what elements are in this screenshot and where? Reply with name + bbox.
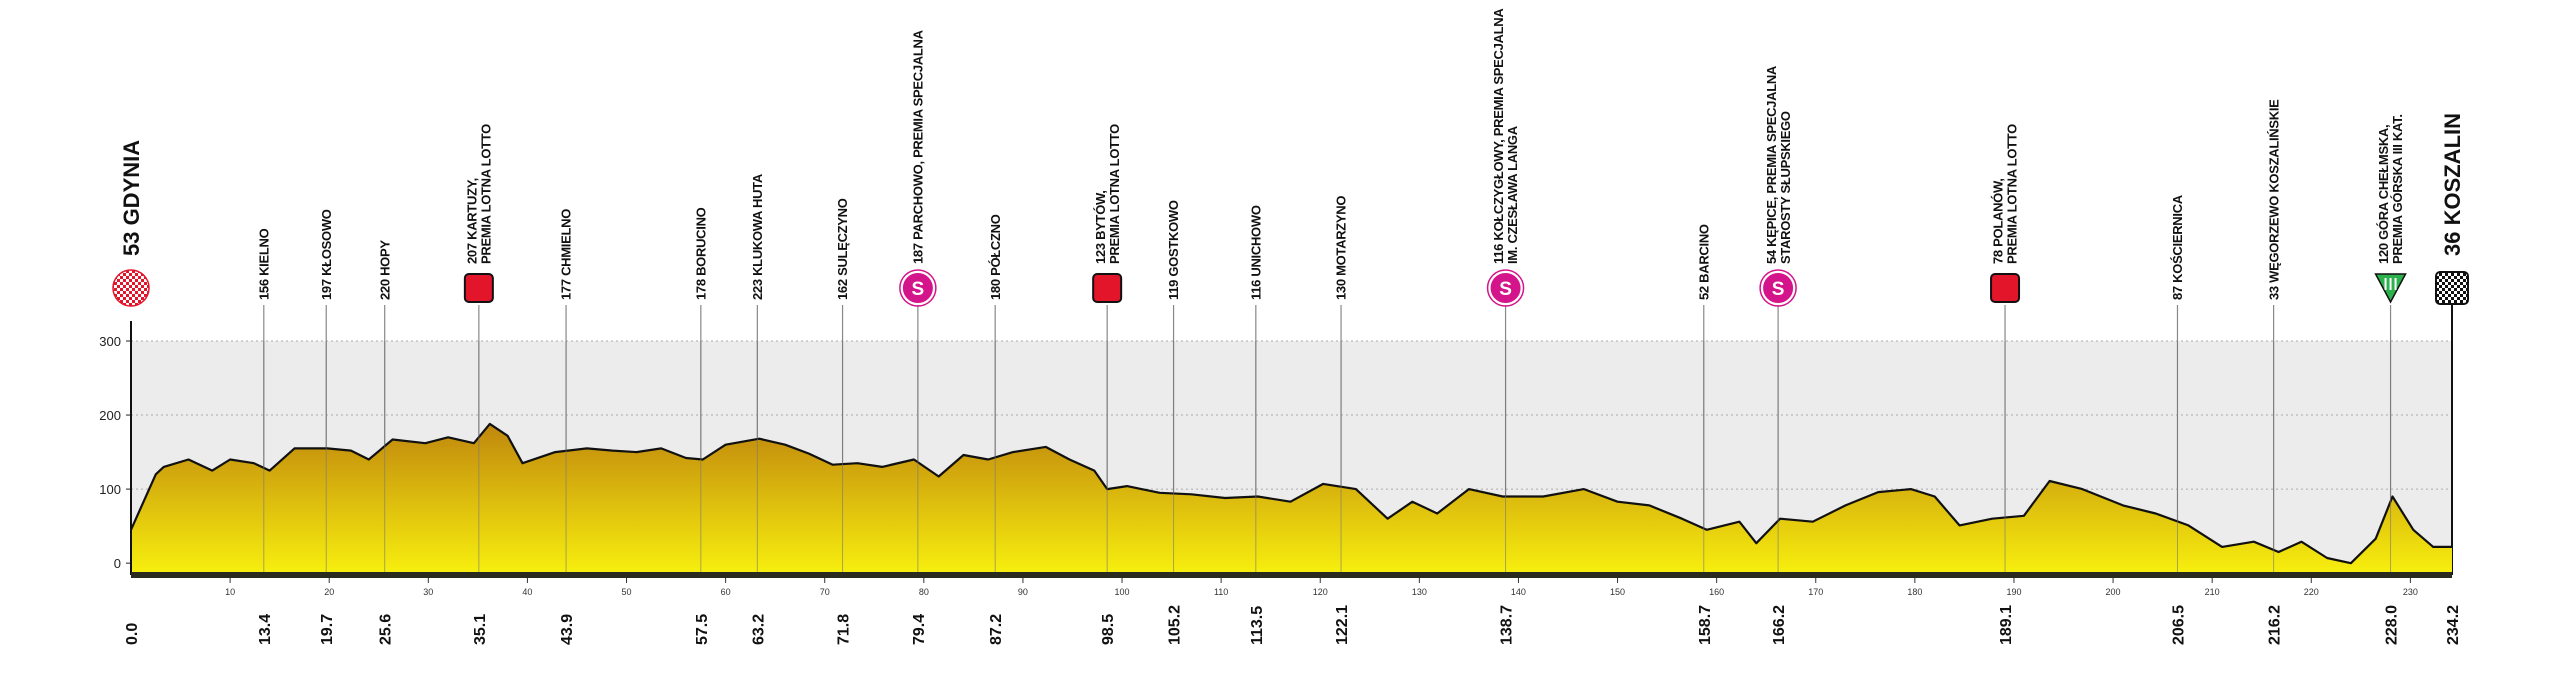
- waypoint-label: 119 GOSTKOWO: [1166, 200, 1181, 300]
- waypoint-label: 207 KARTUZY,: [465, 178, 480, 264]
- km-label: 71.8: [836, 614, 853, 645]
- km-label: 105.2: [1167, 605, 1184, 645]
- km-label: 35.1: [472, 614, 489, 645]
- waypoint-label: PREMIA LOTNA LOTTO: [2005, 124, 2020, 264]
- km-label: 158.7: [1697, 605, 1714, 645]
- y-tick-label: 0: [114, 556, 121, 571]
- km-label: 228.0: [2384, 605, 2401, 645]
- x-tick-label: 90: [1018, 587, 1028, 597]
- waypoint-label: PREMIA LOTNA LOTTO: [479, 124, 494, 264]
- x-tick-label: 160: [1709, 587, 1724, 597]
- waypoint-label: 220 HOPY: [377, 240, 392, 300]
- x-tick-label: 170: [1808, 587, 1823, 597]
- special-icon-label: S: [1499, 279, 1512, 300]
- x-tick-label: 100: [1115, 587, 1130, 597]
- waypoint-label: IM. CZESŁAWA LANGA: [1505, 125, 1520, 264]
- waypoint-label: 54 KĘPICE, PREMIA SPECJALNA: [1764, 65, 1779, 264]
- waypoint-label: 52 BARCINO: [1696, 224, 1711, 300]
- x-tick-label: 150: [1610, 587, 1625, 597]
- km-label: 234.2: [2445, 605, 2462, 645]
- sprint-icon: [1990, 273, 2021, 303]
- special-icon-ring: [1486, 269, 1525, 307]
- waypoint-label: 130 MOTARZYNO: [1334, 196, 1349, 300]
- y-tick-label: 200: [99, 408, 121, 423]
- waypoint-label: PREMIA GÓRSKA III KAT.: [2390, 114, 2405, 264]
- waypoint-label: 36 KOSZALIN: [2440, 113, 2465, 256]
- x-tick-label: 110: [1214, 587, 1228, 597]
- y-tick-label: 300: [99, 334, 121, 349]
- x-tick-label: 80: [919, 587, 929, 597]
- x-tick-label: 60: [721, 587, 731, 597]
- x-tick-label: 230: [2403, 587, 2418, 597]
- waypoint-label: 123 BYTÓW,: [1093, 190, 1108, 264]
- x-axis-band: [131, 572, 2452, 578]
- km-label: 206.5: [2170, 605, 2187, 645]
- km-label: 98.5: [1100, 614, 1117, 645]
- km-label: 122.1: [1334, 605, 1351, 645]
- waypoint-label: 187 PARCHOWO, PREMIA SPECJALNA: [911, 29, 926, 264]
- waypoint-label: 116 UNICHOWO: [1249, 205, 1264, 300]
- x-tick-label: 10: [225, 587, 235, 597]
- special-icon-label: S: [912, 279, 925, 300]
- waypoint-label: STAROSTY SŁUPSKIEGO: [1778, 111, 1793, 264]
- profile-area: [131, 423, 2452, 575]
- special-icon-ring: [1759, 269, 1797, 307]
- waypoint-label: 33 WĘGORZEWO KOSZALIŃSKIE: [2266, 99, 2281, 300]
- km-label: 63.2: [750, 614, 767, 645]
- waypoint-label: 162 SULĘCZYNO: [835, 198, 850, 300]
- waypoint-label: PREMIA LOTNA LOTTO: [1107, 124, 1122, 264]
- waypoint-label: 116 KOŁCZYGŁOWY, PREMIA SPECJALNA: [1491, 8, 1506, 264]
- special-icon: [1761, 271, 1796, 305]
- x-tick-label: 120: [1313, 587, 1328, 597]
- waypoint-label: 78 POLANÓW,: [1991, 178, 2006, 264]
- finish-icon: [2435, 271, 2469, 305]
- x-tick-label: 220: [2304, 587, 2319, 597]
- km-label: 13.4: [257, 614, 274, 645]
- x-tick-label: 50: [622, 587, 632, 597]
- waypoint-label: 223 KLUKOWA HUTA: [750, 173, 765, 300]
- y-tick-label: 100: [99, 482, 121, 497]
- x-tick-label: 30: [423, 587, 433, 597]
- km-label: 216.2: [2267, 605, 2284, 645]
- waypoint-label: 178 BORUCINO: [694, 207, 709, 300]
- x-tick-label: 210: [2205, 587, 2220, 597]
- km-label: 166.2: [1771, 605, 1788, 645]
- x-tick-label: 140: [1511, 587, 1526, 597]
- km-label: 0.0: [124, 623, 141, 645]
- km-label: 189.1: [1998, 605, 2015, 645]
- x-tick-label: 70: [820, 587, 830, 597]
- km-label: 57.5: [694, 614, 711, 645]
- sprint-icon: [1092, 273, 1123, 303]
- waypoint-label: 120 GÓRA CHEŁMSKA,: [2376, 125, 2391, 264]
- waypoint-label: 180 PÓŁCZNO: [988, 214, 1003, 300]
- waypoint-label: 53 GDYNIA: [119, 140, 144, 256]
- waypoint-label: 177 CHMIELNO: [559, 209, 574, 300]
- waypoint-label: 156 KIELNO: [256, 228, 271, 300]
- sprint-icon: [463, 273, 494, 303]
- x-tick-label: 200: [2106, 587, 2121, 597]
- km-label: 25.6: [378, 614, 395, 645]
- km-label: 87.2: [988, 614, 1005, 645]
- x-tick-label: 40: [522, 587, 532, 597]
- profile-line: [129, 422, 2452, 565]
- x-tick-label: 130: [1412, 587, 1427, 597]
- start-icon: [112, 269, 150, 307]
- km-label: 113.5: [1249, 606, 1266, 645]
- km-label: 138.7: [1499, 605, 1516, 645]
- waypoint-label: 197 KŁOSOWO: [319, 209, 334, 300]
- x-tick-label: 180: [1907, 587, 1922, 597]
- km-label: 79.4: [911, 614, 928, 645]
- x-tick-label: 20: [324, 587, 334, 597]
- special-icon-label: S: [1772, 279, 1785, 300]
- special-icon: [1488, 271, 1523, 305]
- km-label: 43.9: [559, 614, 576, 645]
- x-tick-label: 190: [2006, 587, 2021, 597]
- special-icon-ring: [899, 269, 937, 307]
- km-label: 19.7: [319, 614, 336, 645]
- special-icon: [900, 271, 935, 305]
- waypoint-label: 87 KOŚCIERNICA: [2170, 194, 2185, 300]
